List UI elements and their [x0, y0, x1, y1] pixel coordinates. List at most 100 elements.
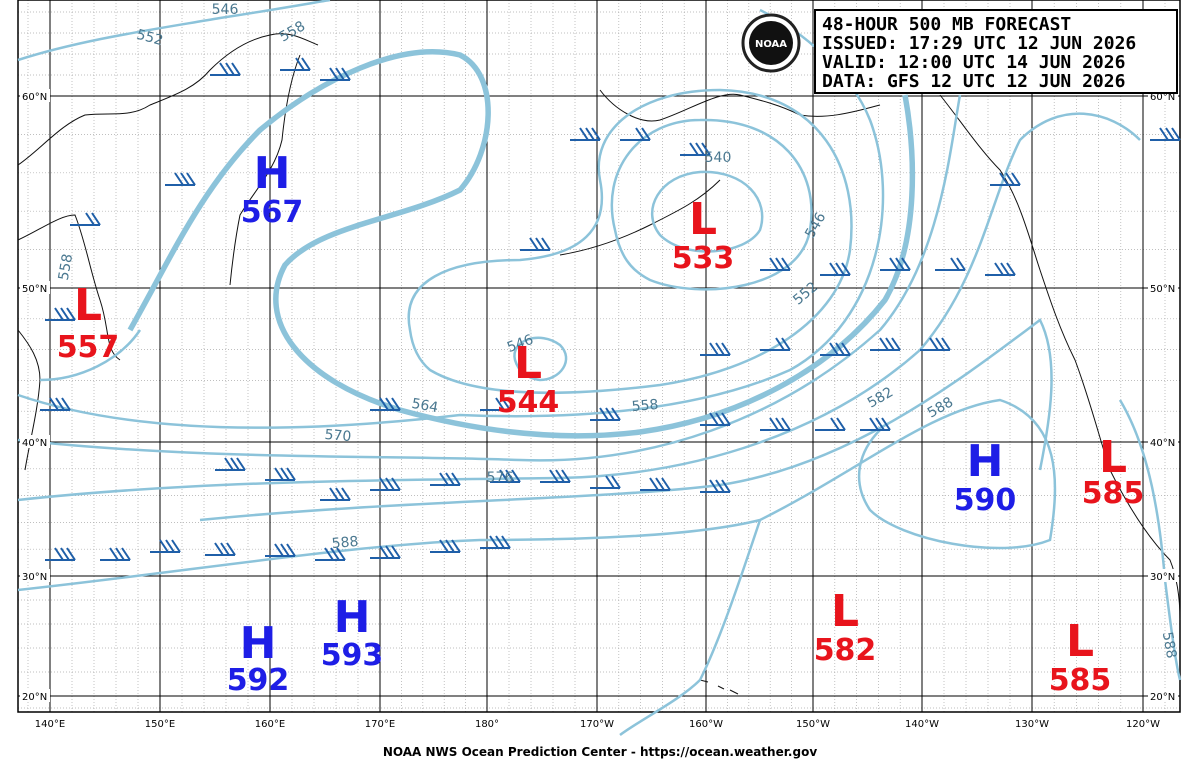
lat-label-bg: [20, 689, 50, 702]
lon-label-bg: [141, 716, 179, 730]
center-letter: L: [74, 280, 102, 331]
lon-label: 150°E: [145, 719, 175, 730]
lat-label-bg: [1148, 435, 1178, 448]
wind-barb: [540, 469, 571, 483]
title-line: ISSUED: 17:29 UTC 12 JUN 2026: [822, 33, 1136, 54]
contour-546b: [513, 336, 568, 382]
wind-barb: [935, 257, 966, 271]
wind-barb: [700, 412, 731, 426]
contour-582: [199, 318, 1053, 522]
wind-barb: [265, 467, 296, 481]
contour-label: 588: [331, 534, 359, 552]
lon-label-bg: [31, 716, 69, 730]
lon-label: 160°E: [255, 719, 285, 730]
wind-barb: [150, 539, 181, 553]
wind-barb: [760, 337, 791, 351]
center-value: 533: [672, 241, 735, 276]
contour-558: [17, 8, 885, 429]
wind-barb: [1150, 127, 1181, 141]
contour-564: [127, 49, 916, 439]
wind-barb: [985, 262, 1016, 276]
footer: NOAA NWS Ocean Prediction Center - https…: [383, 745, 817, 759]
wind-barb: [880, 257, 911, 271]
contour-540: [650, 170, 764, 253]
lon-label: 180°: [475, 719, 499, 730]
wind-barb: [760, 257, 791, 271]
lat-label: 60°N: [22, 92, 47, 103]
lon-label-bg: [1013, 716, 1051, 730]
wind-barb: [40, 397, 71, 411]
lon-label: 140°E: [35, 719, 65, 730]
center-value: 582: [814, 633, 877, 668]
wind-barbs: [40, 57, 1181, 561]
wind-barb: [45, 307, 76, 321]
contour-label: 576: [487, 470, 514, 486]
contour: [39, 329, 142, 382]
lat-label-bg: [1148, 281, 1178, 294]
center-letter: H: [967, 436, 1004, 487]
wind-barb: [640, 477, 671, 491]
labels: 60°N 60°N 50°N 50°N 40°N 40°N 30°N 30°N 20°N 20°N…: [20, 2, 1179, 730]
lat-label-bg: [1148, 689, 1178, 702]
lon-label-bg: [1124, 716, 1162, 730]
title-line: VALID: 12:00 UTC 14 JUN 2026: [822, 52, 1125, 73]
lat-label: 20°N: [22, 692, 47, 703]
lon-label: 170°E: [365, 719, 395, 730]
contour-570: [17, 94, 962, 462]
wind-barb: [320, 67, 351, 81]
center-value: 567: [241, 195, 304, 230]
center-value: 557: [57, 330, 120, 365]
lon-label-bg: [687, 716, 725, 730]
wind-barb: [265, 543, 296, 557]
wind-barb: [990, 172, 1021, 186]
lat-label: 40°N: [22, 438, 47, 449]
wind-barb: [820, 262, 851, 276]
wind-barb: [100, 547, 131, 561]
wind-barb: [315, 547, 346, 561]
wind-barb: [815, 417, 846, 431]
wind-barb: [205, 542, 236, 556]
lat-label: 50°N: [1150, 284, 1175, 295]
contour-label: 552: [135, 27, 165, 49]
wind-barb: [370, 397, 401, 411]
wind-barb: [520, 237, 551, 251]
logo-disc: [749, 21, 793, 65]
lat-label: 60°N: [1150, 92, 1175, 103]
lat-label: 30°N: [22, 572, 47, 583]
map-frame: [17, 0, 1181, 713]
coast-sakhalin: [229, 54, 301, 286]
wind-barb: [700, 479, 731, 493]
lon-label: 120°W: [1126, 719, 1160, 730]
center-value: 593: [321, 638, 384, 673]
lat-label-bg: [20, 281, 50, 294]
wind-barb: [215, 457, 246, 471]
wind-barb: [370, 477, 401, 491]
center-letter: H: [240, 618, 277, 669]
center-letter: L: [1066, 616, 1094, 667]
lon-label-bg: [361, 716, 399, 730]
wind-barb: [480, 535, 511, 549]
center-value: 592: [227, 663, 290, 698]
contour-552: [407, 88, 853, 394]
wind-barb: [165, 172, 196, 186]
wind-barb: [45, 547, 76, 561]
grid: [17, 0, 1181, 713]
center-value: 585: [1082, 476, 1145, 511]
wind-barb: [480, 397, 511, 411]
coast-hawaii: [699, 679, 739, 695]
center-letter: H: [334, 592, 371, 643]
wind-barb: [210, 62, 241, 76]
lon-label-bg: [794, 716, 832, 730]
lon-label: 130°W: [1015, 719, 1049, 730]
contour-label: 546: [212, 2, 239, 18]
center-letter: H: [254, 148, 291, 199]
title-line: 48-HOUR 500 MB FORECAST: [822, 14, 1071, 35]
wind-barb: [870, 337, 901, 351]
lat-label-bg: [20, 435, 50, 448]
lat-label: 20°N: [1150, 692, 1175, 703]
contour-576: [17, 112, 1141, 502]
contour-552-top: [17, 0, 331, 62]
wind-barb: [370, 545, 401, 559]
